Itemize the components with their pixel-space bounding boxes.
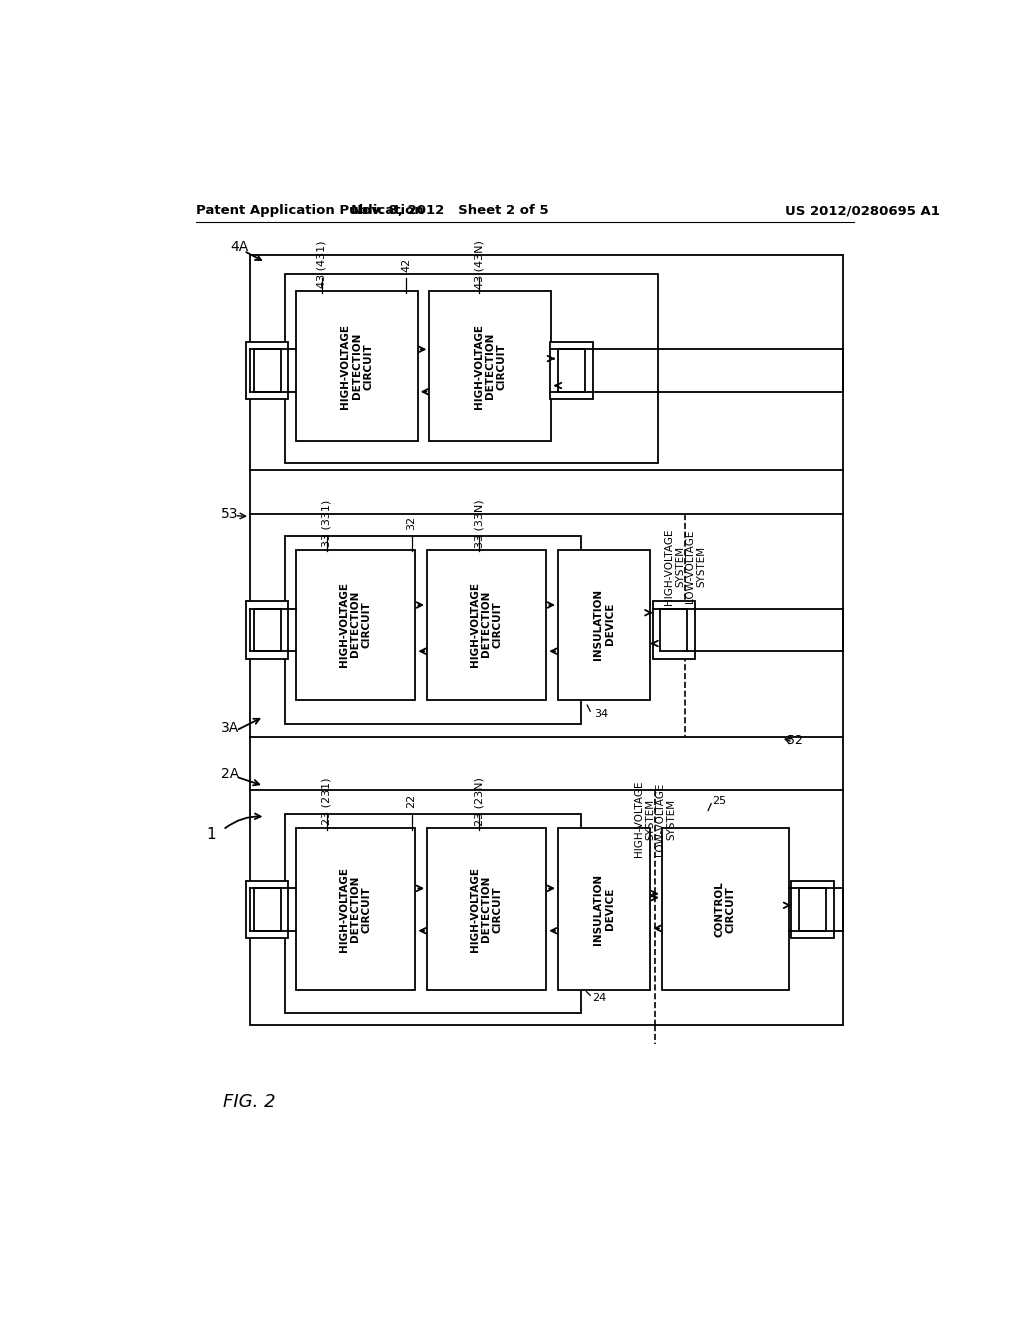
Text: HIGH-VOLTAGE
DETECTION
CIRCUIT: HIGH-VOLTAGE DETECTION CIRCUIT bbox=[470, 867, 503, 952]
Bar bbox=[296, 290, 418, 441]
Text: FIG. 2: FIG. 2 bbox=[223, 1093, 275, 1110]
Text: 32: 32 bbox=[407, 516, 417, 531]
Text: 23 (23N): 23 (23N) bbox=[474, 777, 484, 826]
Bar bbox=[296, 829, 416, 990]
Text: HIGH-VOLTAGE
SYSTEM: HIGH-VOLTAGE SYSTEM bbox=[634, 781, 655, 857]
Bar bbox=[558, 549, 650, 700]
Bar bbox=[285, 275, 658, 462]
Text: Patent Application Publication: Patent Application Publication bbox=[196, 205, 424, 218]
Text: HIGH-VOLTAGE
DETECTION
CIRCUIT: HIGH-VOLTAGE DETECTION CIRCUIT bbox=[340, 323, 374, 409]
Bar bbox=[296, 549, 416, 700]
Text: 42: 42 bbox=[401, 257, 412, 272]
Text: 33 (331): 33 (331) bbox=[322, 500, 332, 546]
Bar bbox=[660, 609, 687, 651]
Bar bbox=[427, 829, 547, 990]
Bar bbox=[246, 342, 289, 400]
Bar bbox=[550, 342, 593, 400]
Text: 43 (43N): 43 (43N) bbox=[474, 240, 484, 289]
Text: HIGH-VOLTAGE
SYSTEM: HIGH-VOLTAGE SYSTEM bbox=[665, 528, 686, 605]
Bar bbox=[246, 601, 289, 659]
Text: HIGH-VOLTAGE
DETECTION
CIRCUIT: HIGH-VOLTAGE DETECTION CIRCUIT bbox=[339, 582, 372, 667]
Bar bbox=[558, 350, 585, 392]
Bar bbox=[792, 880, 834, 939]
Text: HIGH-VOLTAGE
DETECTION
CIRCUIT: HIGH-VOLTAGE DETECTION CIRCUIT bbox=[473, 323, 507, 409]
Text: LOW-VOLTAGE
SYSTEM: LOW-VOLTAGE SYSTEM bbox=[655, 783, 677, 855]
Bar bbox=[246, 880, 289, 939]
Bar bbox=[652, 601, 695, 659]
Text: 24: 24 bbox=[593, 993, 607, 1003]
Text: 22: 22 bbox=[407, 795, 417, 808]
Bar bbox=[427, 549, 547, 700]
Text: 52: 52 bbox=[786, 734, 803, 747]
Text: 23 (231): 23 (231) bbox=[322, 777, 332, 825]
Bar bbox=[285, 536, 581, 725]
Bar bbox=[250, 789, 843, 1024]
Text: INSULATION
DEVICE: INSULATION DEVICE bbox=[593, 874, 614, 945]
Text: 25: 25 bbox=[712, 796, 726, 807]
Text: 53: 53 bbox=[221, 507, 239, 521]
Text: HIGH-VOLTAGE
DETECTION
CIRCUIT: HIGH-VOLTAGE DETECTION CIRCUIT bbox=[470, 582, 503, 667]
Bar bbox=[558, 829, 650, 990]
Text: US 2012/0280695 A1: US 2012/0280695 A1 bbox=[785, 205, 940, 218]
Bar bbox=[250, 515, 843, 738]
Text: INSULATION
DEVICE: INSULATION DEVICE bbox=[593, 589, 614, 660]
Text: 4A: 4A bbox=[230, 240, 249, 253]
Bar bbox=[285, 814, 581, 1014]
Text: CONTROL
CIRCUIT: CONTROL CIRCUIT bbox=[714, 882, 736, 937]
Bar bbox=[254, 350, 281, 392]
Bar bbox=[662, 829, 788, 990]
Text: Nov. 8, 2012   Sheet 2 of 5: Nov. 8, 2012 Sheet 2 of 5 bbox=[351, 205, 549, 218]
Bar bbox=[250, 255, 843, 470]
Text: 33 (33N): 33 (33N) bbox=[474, 499, 484, 548]
Bar bbox=[799, 888, 826, 931]
Text: 43 (431): 43 (431) bbox=[316, 242, 327, 288]
Text: 2A: 2A bbox=[221, 767, 240, 781]
Text: 34: 34 bbox=[594, 709, 608, 719]
Text: LOW-VOLTAGE
SYSTEM: LOW-VOLTAGE SYSTEM bbox=[685, 529, 707, 603]
Bar bbox=[254, 609, 281, 651]
Text: 1: 1 bbox=[207, 826, 216, 842]
Bar bbox=[254, 888, 281, 931]
Text: HIGH-VOLTAGE
DETECTION
CIRCUIT: HIGH-VOLTAGE DETECTION CIRCUIT bbox=[339, 867, 372, 952]
Text: 3A: 3A bbox=[221, 721, 240, 735]
Bar bbox=[429, 290, 551, 441]
